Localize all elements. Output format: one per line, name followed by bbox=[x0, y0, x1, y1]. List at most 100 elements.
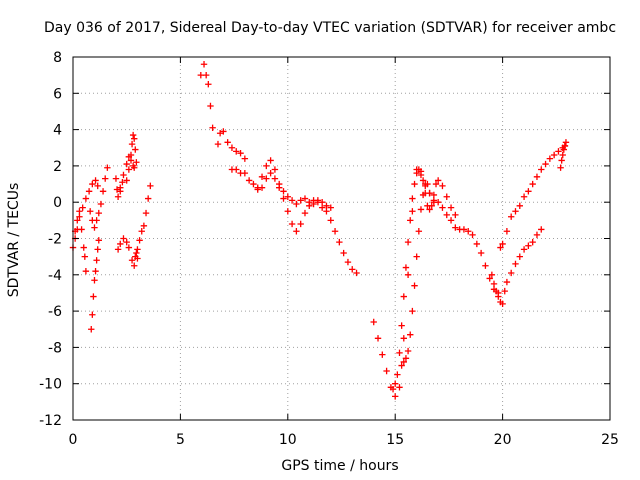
data-point bbox=[525, 188, 532, 195]
data-point bbox=[245, 177, 253, 184]
data-point bbox=[396, 349, 403, 357]
data-point bbox=[271, 175, 279, 182]
data-point bbox=[93, 257, 100, 264]
y-tick-label: -10 bbox=[39, 377, 62, 393]
data-point bbox=[267, 169, 274, 177]
data-point bbox=[134, 246, 141, 253]
data-point bbox=[136, 237, 143, 244]
data-point bbox=[241, 155, 249, 162]
data-point bbox=[92, 177, 99, 184]
data-point bbox=[94, 246, 101, 253]
series-track-k bbox=[214, 128, 249, 162]
x-tick-label: 25 bbox=[601, 432, 619, 448]
data-points bbox=[69, 61, 570, 400]
data-point bbox=[78, 226, 85, 233]
y-tick-label: 4 bbox=[53, 123, 62, 139]
data-point bbox=[411, 282, 418, 289]
data-point bbox=[82, 267, 90, 275]
data-point bbox=[340, 249, 347, 257]
data-point bbox=[488, 271, 496, 278]
data-point bbox=[413, 253, 420, 260]
data-point bbox=[293, 200, 300, 208]
data-point bbox=[97, 200, 105, 208]
data-point bbox=[131, 135, 138, 142]
data-point bbox=[301, 195, 309, 202]
data-point bbox=[516, 253, 523, 260]
data-point bbox=[482, 262, 489, 269]
data-point bbox=[460, 226, 468, 233]
data-point bbox=[125, 166, 133, 173]
data-point bbox=[374, 335, 382, 342]
data-point bbox=[398, 362, 405, 369]
x-tick-label: 20 bbox=[494, 432, 512, 448]
x-tick-label: 10 bbox=[279, 432, 297, 448]
data-point bbox=[407, 217, 414, 224]
data-point bbox=[430, 199, 438, 206]
data-point bbox=[142, 209, 150, 217]
y-tick-label: -8 bbox=[48, 340, 62, 356]
data-point bbox=[392, 393, 399, 400]
data-point bbox=[516, 202, 523, 210]
data-point bbox=[284, 193, 291, 200]
data-point bbox=[557, 164, 564, 171]
data-point bbox=[473, 240, 481, 248]
data-point bbox=[123, 177, 130, 184]
data-point bbox=[91, 277, 98, 284]
series-track-p bbox=[398, 180, 438, 369]
data-point bbox=[562, 139, 570, 146]
data-point bbox=[233, 148, 240, 155]
series-track-n bbox=[370, 166, 502, 400]
data-point bbox=[81, 253, 89, 260]
data-point bbox=[409, 195, 416, 202]
data-point bbox=[318, 204, 326, 211]
data-point bbox=[525, 242, 532, 249]
y-tick-label: -12 bbox=[39, 413, 62, 429]
series-track-q bbox=[488, 226, 545, 308]
data-point bbox=[503, 278, 511, 286]
x-axis-label: GPS time / hours bbox=[281, 458, 398, 474]
data-point bbox=[128, 257, 136, 264]
data-point bbox=[133, 159, 140, 166]
data-point bbox=[263, 162, 270, 170]
data-point bbox=[297, 220, 304, 228]
data-point bbox=[512, 208, 519, 215]
data-point bbox=[560, 146, 568, 153]
data-point bbox=[538, 166, 545, 173]
data-point bbox=[288, 197, 296, 204]
data-point bbox=[237, 149, 244, 157]
data-point bbox=[486, 275, 493, 282]
data-point bbox=[90, 293, 97, 300]
data-point bbox=[561, 142, 569, 150]
series-track-d bbox=[86, 164, 111, 231]
data-point bbox=[336, 238, 343, 246]
data-point bbox=[76, 208, 83, 215]
data-point bbox=[542, 160, 549, 168]
data-point bbox=[392, 380, 399, 387]
data-point bbox=[344, 258, 352, 266]
chart-title: Day 036 of 2017, Sidereal Day-to-day VTE… bbox=[44, 20, 616, 36]
data-point bbox=[331, 228, 339, 235]
data-point bbox=[439, 182, 446, 190]
data-point bbox=[430, 191, 438, 199]
data-point bbox=[99, 188, 107, 195]
data-point bbox=[127, 151, 135, 159]
data-point bbox=[404, 271, 412, 278]
data-point bbox=[131, 262, 138, 269]
data-point bbox=[144, 195, 152, 202]
data-point bbox=[258, 173, 266, 180]
data-point bbox=[220, 128, 227, 135]
data-point bbox=[477, 249, 485, 257]
data-point bbox=[411, 180, 418, 188]
data-point bbox=[89, 311, 96, 318]
data-point bbox=[499, 300, 506, 308]
series-track-j bbox=[197, 61, 216, 131]
data-point bbox=[503, 228, 511, 235]
axis-ticks bbox=[72, 56, 611, 421]
data-point bbox=[293, 228, 300, 235]
data-point bbox=[280, 195, 287, 202]
data-point bbox=[396, 384, 403, 391]
data-point bbox=[419, 191, 427, 199]
data-point bbox=[254, 184, 261, 191]
data-point bbox=[114, 193, 122, 200]
